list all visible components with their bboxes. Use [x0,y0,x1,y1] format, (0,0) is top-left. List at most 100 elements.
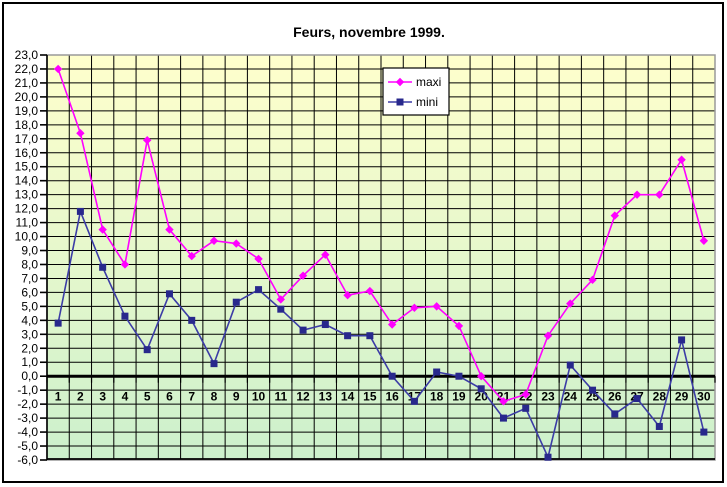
mini-marker [188,316,196,324]
maxi-marker [209,236,219,245]
maxi-marker [298,271,308,280]
y-tick-label: -4,0 [17,425,38,439]
mini-marker [388,372,396,380]
x-tick-label: 26 [608,390,622,404]
maxi-marker [98,225,107,234]
x-tick-label: 15 [363,390,377,404]
x-tick-label: 14 [341,390,355,404]
maxi-series-line [57,68,705,403]
mini-marker [299,326,307,334]
y-tick-label: 10,0 [15,230,39,244]
y-tick-label: 0,0 [21,369,38,383]
mini-marker [433,368,441,376]
y-tick-label: 9,0 [21,244,38,258]
legend-marker-mini [396,98,404,106]
legend: maxi mini [382,67,450,116]
maxi-marker [655,190,664,199]
maxi-marker [365,286,375,296]
y-tick-label: 20,0 [15,90,39,104]
y-tick-label: 21,0 [15,76,39,90]
mini-marker [344,332,352,340]
y-tick-label: 17,0 [15,132,39,146]
legend-box [382,67,450,116]
x-tick-label: 1 [55,390,62,404]
x-tick-label: 16 [385,390,399,404]
legend-label-maxi: maxi [416,75,441,89]
y-tick-label: -1,0 [17,383,38,397]
mini-marker [499,414,507,422]
maxi-marker [677,155,686,164]
x-tick-label: 12 [296,390,310,404]
maxi-marker [610,211,619,220]
maxi-marker [543,331,553,340]
maxi-marker [432,302,441,311]
x-tick-label: 13 [319,390,333,404]
y-tick-label: 19,0 [15,104,39,118]
y-tick-label: 18,0 [15,118,39,132]
x-tick-label: 5 [144,390,151,404]
maxi-marker [499,397,508,406]
mini-marker [255,286,263,294]
x-tick-label: 23 [541,390,555,404]
x-tick-label: 28 [653,390,667,404]
y-tick-label: -3,0 [17,411,38,425]
maxi-marker [276,295,285,304]
x-tick-label: 9 [233,390,240,404]
y-tick-label: 6,0 [21,285,38,299]
y-tick-label: 7,0 [21,271,38,285]
y-tick-label: 5,0 [21,299,38,313]
legend-marker-maxi [395,77,405,87]
temperature-line-chart: Feurs, novembre 1999. 23,022,021,020,019… [15,24,716,467]
mini-marker [210,360,218,368]
maxi-marker [187,251,196,261]
mini-marker [366,332,374,340]
mini-marker [99,263,107,271]
y-tick-label: 2,0 [21,341,38,355]
legend-label-mini: mini [416,95,438,109]
mini-marker [455,372,463,380]
maxi-marker [410,303,419,312]
mini-marker [544,453,552,461]
x-tick-label: 29 [675,390,689,404]
x-tick-label: 7 [188,390,195,404]
mini-marker [522,404,530,412]
mini-marker [54,319,62,327]
maxi-marker [521,390,530,399]
maxi-marker [321,250,330,259]
maxi-marker [566,299,575,308]
maxi-marker [632,190,642,199]
x-tick-label: 4 [122,390,129,404]
mini-marker [611,410,619,418]
y-tick-label: 16,0 [15,146,39,160]
mini-marker [655,422,663,430]
maxi-marker [588,275,597,285]
mini-marker [76,207,84,215]
mini-series-line [57,208,705,460]
mini-marker [589,386,597,394]
y-tick-label: -2,0 [17,397,38,411]
x-tick-label: 11 [274,390,287,404]
y-tick-label: 13,0 [15,188,39,202]
maxi-marker [699,236,709,245]
mini-marker [633,395,641,403]
mini-marker [165,290,173,298]
mini-marker [566,361,574,369]
mini-marker [477,385,485,393]
y-tick-label: 15,0 [15,160,39,174]
y-tick-label: 12,0 [15,202,39,216]
maxi-marker [387,320,397,329]
y-tick-label: 3,0 [21,327,38,341]
mini-marker [321,321,329,329]
x-tick-label: 30 [697,390,711,404]
y-tick-label: 22,0 [15,62,39,76]
y-tick-label: 23,0 [15,48,39,62]
maxi-marker [343,291,352,300]
mini-marker [143,346,151,354]
maxi-marker [143,135,152,145]
x-tick-label: 18 [430,390,444,404]
y-tick-label: 8,0 [21,257,38,271]
y-tick-label: 1,0 [21,355,38,369]
mini-marker [232,298,240,306]
maxi-marker [232,239,241,248]
